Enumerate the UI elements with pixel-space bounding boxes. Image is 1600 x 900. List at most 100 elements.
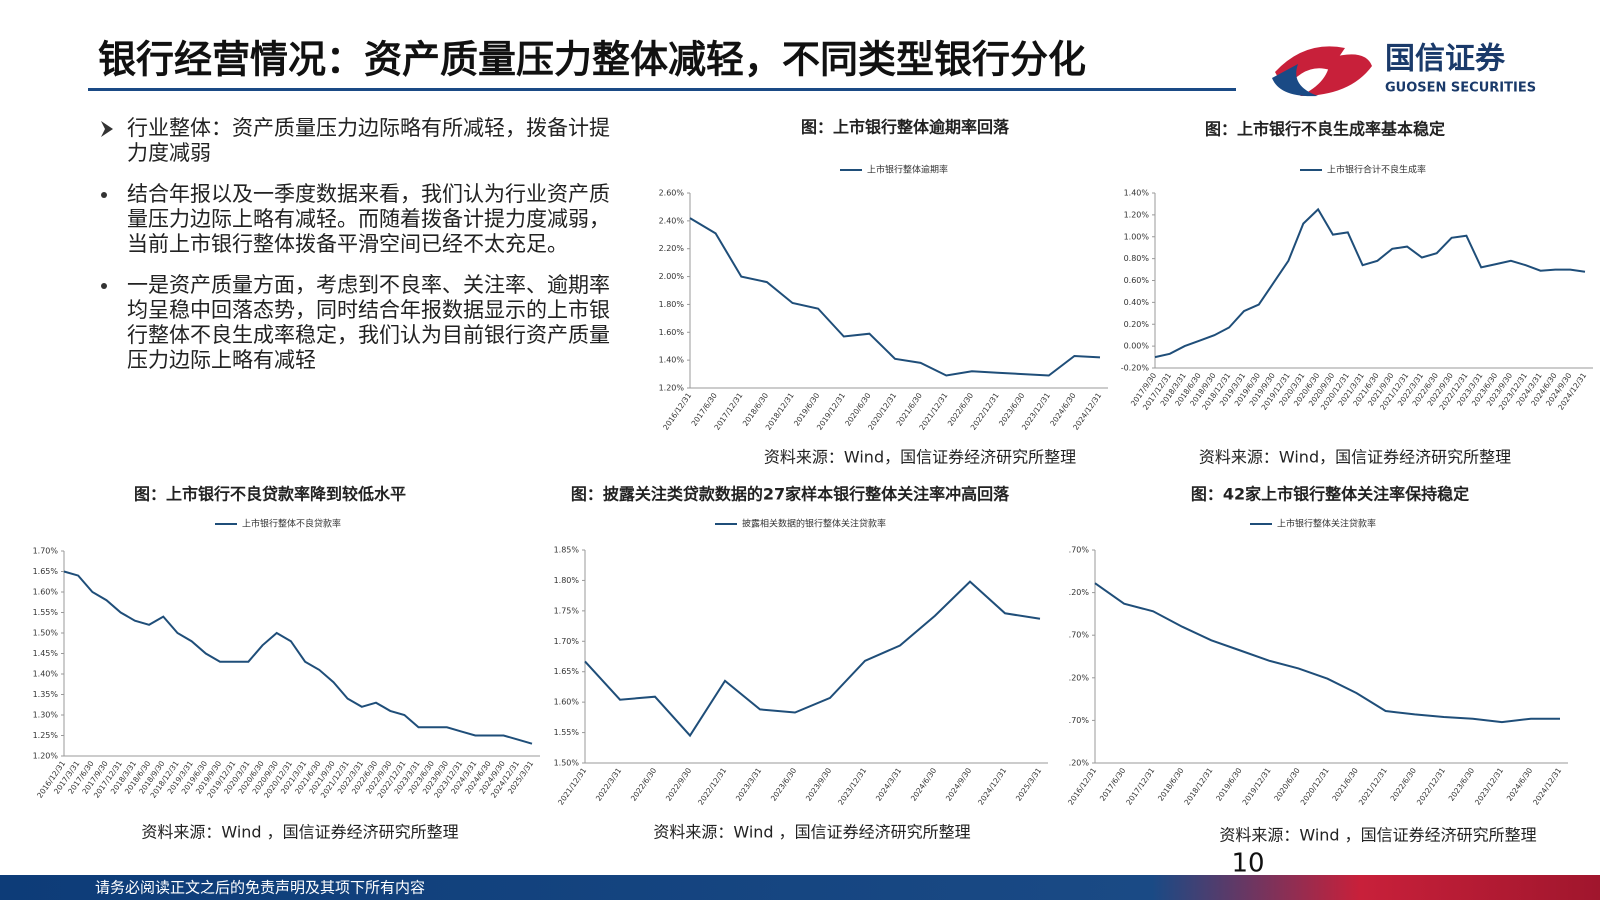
chart: 图：上市银行不良生成率基本稳定 -0.20% 0.00% 0.20% 0.40% 0.60… (1121, 120, 1593, 467)
legend-label: 披露相关数据的银行整体关注贷款率 (742, 518, 886, 530)
chart-source: 资料来源：Wind ，国信证券经济研究所整理 (1219, 826, 1536, 845)
y-tick-label: .20% (1069, 673, 1090, 682)
logo: 国信证券 GUOSEN SECURITIES (1272, 42, 1536, 97)
y-tick-label: 1.70% (554, 637, 580, 646)
x-tick-label: 2024/6/30 (1505, 766, 1535, 803)
chart-source: 资料来源：Wind ，国信证券经济研究所整理 (653, 823, 970, 842)
chart-title: 图：上市银行整体逾期率回落 (801, 118, 1010, 137)
footer-bar (0, 875, 1600, 900)
page-number: 10 (1231, 849, 1264, 879)
x-tick-label: 2023/12/31 (1473, 766, 1505, 807)
y-tick-label: 2.00% (659, 272, 685, 281)
x-tick-label: 2019/6/30 (1214, 766, 1244, 803)
x-tick-label: 2016/12/31 (1066, 766, 1098, 807)
y-tick-label: 1.65% (33, 567, 59, 576)
chart-title: 图：上市银行不良生成率基本稳定 (1205, 120, 1445, 139)
y-tick-label: .70% (1069, 631, 1090, 640)
bullet-text: 结合年报以及一季度数据来看，我们认为行业资产质量压力边际上略有减轻。而随着拨备计… (127, 182, 610, 256)
y-tick-label: 1.60% (33, 588, 59, 597)
title-rule (88, 88, 1236, 91)
bullet-dot (101, 283, 107, 289)
y-tick-label: 1.80% (554, 576, 580, 585)
x-tick-label: 2021/6/30 (1330, 766, 1360, 803)
x-tick-label: 2020/6/30 (1272, 766, 1302, 803)
y-tick-label: 1.60% (554, 698, 580, 707)
chart: 图：上市银行整体逾期率回落 1.20% 1.40% 1.60% 1.80% 2.00% 2.… (659, 118, 1108, 467)
chart: 图：42家上市银行整体关注率保持稳定 .20% .70% .20% .70% .20% .7… (1066, 485, 1568, 845)
y-tick-label: 1.40% (33, 670, 59, 679)
x-tick-label: 2022/6/30 (1389, 766, 1419, 803)
x-tick-label: 2019/12/31 (1240, 766, 1272, 807)
y-tick-label: 1.60% (659, 328, 685, 337)
y-tick-label: 1.00% (1124, 232, 1150, 241)
y-tick-label: 2.60% (659, 189, 685, 198)
y-tick-label: 0.60% (1124, 276, 1150, 285)
slide-title: 银行经营情况：资产质量压力整体减轻，不同类型银行分化 (98, 38, 1086, 82)
series-line (1154, 207, 1586, 359)
footer-disclaimer: 请务必阅读正文之后的免责声明及其项下所有内容 (95, 879, 425, 897)
x-tick-label: 2022/3/31 (594, 766, 624, 803)
legend-label: 上市银行整体逾期率 (867, 164, 948, 176)
x-tick-label: 2017/12/31 (1124, 766, 1156, 807)
y-tick-label: .70% (1069, 716, 1090, 725)
x-tick-label: 2022/12/31 (1415, 766, 1447, 807)
x-tick-label: 2024/12/31 (1531, 766, 1563, 807)
legend-label: 上市银行整体不良贷款率 (242, 518, 341, 530)
bullet-arrow (101, 121, 113, 137)
y-tick-label: 0.00% (1124, 342, 1150, 351)
chart-source: 资料来源：Wind，国信证券经济研究所整理 (764, 448, 1076, 467)
y-tick-label: .20% (1069, 588, 1090, 597)
chart-title: 图：披露关注类贷款数据的27家样本银行整体关注率冲高回落 (571, 485, 1010, 504)
x-tick-label: 2023/9/30 (804, 766, 834, 803)
series-line (63, 570, 533, 745)
y-tick-label: 1.20% (33, 752, 59, 761)
y-tick-label: 1.55% (554, 728, 580, 737)
y-tick-label: 1.25% (33, 731, 59, 740)
y-tick-label: 0.20% (1124, 320, 1150, 329)
x-tick-label: 2024/12/31 (976, 766, 1008, 807)
x-tick-label: 2024/6/30 (909, 766, 939, 803)
logo-en: GUOSEN SECURITIES (1385, 81, 1536, 96)
bullet-text: 行业整体：资产质量压力边际略有所减轻，拨备计提力度减弱 (127, 116, 610, 165)
y-tick-label: 2.40% (659, 216, 685, 225)
chart-source: 资料来源：Wind ，国信证券经济研究所整理 (141, 823, 458, 842)
y-tick-label: 1.50% (554, 759, 580, 768)
y-tick-label: .70% (1069, 546, 1090, 555)
chart: 图：披露关注类贷款数据的27家样本银行整体关注率冲高回落 1.50% 1.55% 1.… (554, 485, 1048, 842)
y-tick-label: 1.40% (1124, 189, 1150, 198)
y-tick-label: 1.45% (33, 649, 59, 658)
x-tick-label: 2022/12/31 (696, 766, 728, 807)
logo-cn: 国信证券 (1385, 42, 1506, 77)
x-tick-label: 2018/12/31 (1182, 766, 1214, 807)
chart-title: 图：42家上市银行整体关注率保持稳定 (1191, 485, 1469, 504)
y-tick-label: 2.20% (659, 244, 685, 253)
y-tick-label: 1.35% (33, 690, 59, 699)
y-tick-label: 1.20% (1124, 210, 1150, 219)
series-line (689, 217, 1101, 377)
x-tick-label: 2022/6/30 (629, 766, 659, 803)
x-tick-label: 2024/3/31 (874, 766, 904, 803)
chart: 图：上市银行不良贷款率降到较低水平 1.20% 1.25% 1.30% 1.35% 1.4… (33, 485, 540, 842)
y-tick-label: 0.80% (1124, 254, 1150, 263)
x-tick-label: 2023/3/31 (734, 766, 764, 803)
y-tick-label: 1.20% (659, 384, 685, 393)
chart-source: 资料来源：Wind，国信证券经济研究所整理 (1199, 448, 1511, 467)
chart-title: 图：上市银行不良贷款率降到较低水平 (134, 485, 406, 504)
x-tick-label: 2023/12/31 (836, 766, 868, 807)
y-tick-label: 1.55% (33, 608, 59, 617)
y-tick-label: 0.40% (1124, 298, 1150, 307)
x-tick-label: 2018/6/30 (1156, 766, 1186, 803)
bullet-text: 一是资产质量方面，考虑到不良率、关注率、逾期率均呈稳中回落态势，同时结合年报数据… (127, 273, 610, 372)
x-tick-label: 2017/6/30 (1098, 766, 1128, 803)
x-tick-label: 2022/9/30 (664, 766, 694, 803)
y-tick-label: 1.70% (33, 547, 59, 556)
x-tick-label: 2025/3/31 (1014, 766, 1044, 803)
series-line (1094, 582, 1560, 724)
logo-swoosh-red2 (1300, 54, 1372, 96)
y-tick-label: .20% (1069, 759, 1090, 768)
y-tick-label: 1.50% (33, 629, 59, 638)
x-tick-label: 2021/12/31 (1357, 766, 1389, 807)
y-tick-label: 1.85% (554, 546, 580, 555)
